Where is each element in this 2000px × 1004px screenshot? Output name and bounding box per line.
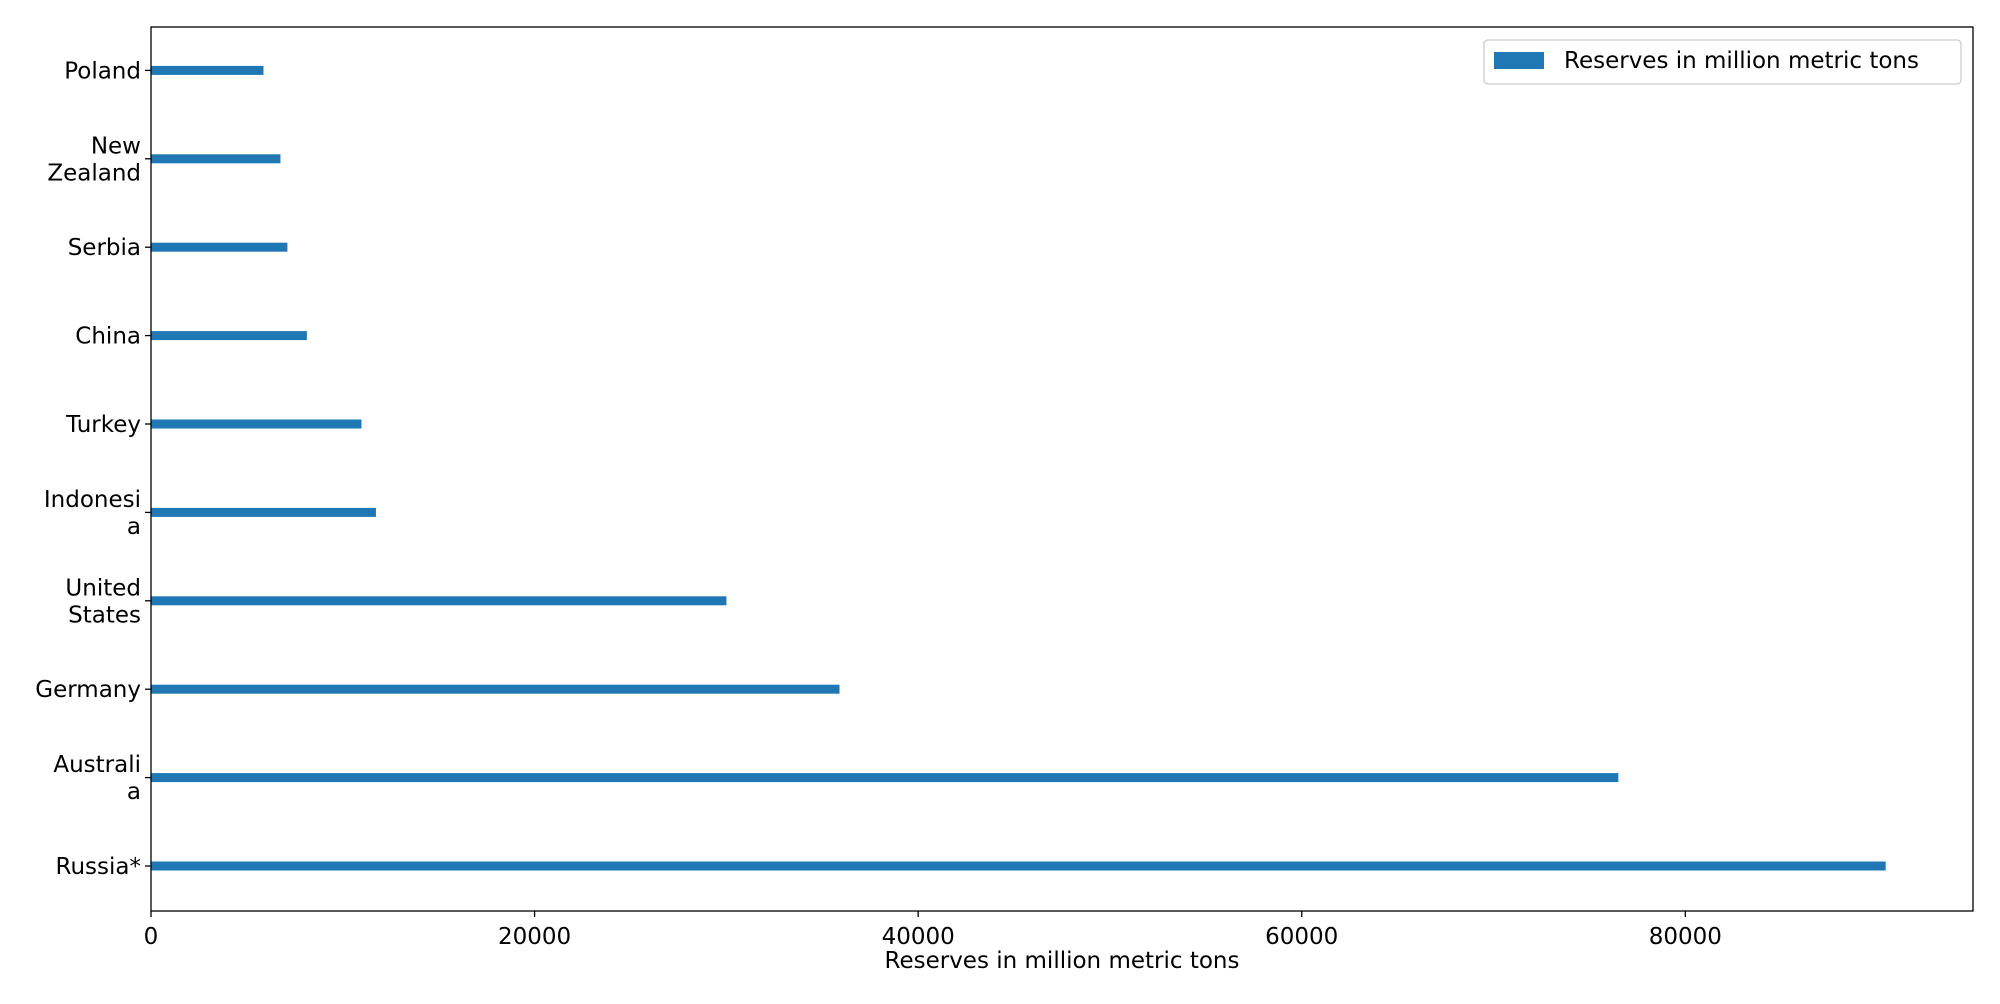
y-tick-label: China	[75, 324, 141, 350]
y-tick-label-line: Serbia	[68, 235, 141, 261]
y-tick-label-line: United	[65, 575, 141, 601]
y-tick-label: Turkey	[65, 412, 141, 438]
y-tick-label: New Zealand	[47, 133, 141, 186]
bar	[151, 65, 264, 75]
y-tick-label-line: China	[75, 324, 141, 350]
y-tick-label-line: Russia*	[56, 854, 141, 880]
legend-swatch	[1494, 52, 1544, 69]
x-tick-label: 40000	[882, 924, 955, 950]
bar	[151, 419, 362, 429]
bar	[151, 861, 1886, 871]
y-tick-label: Poland	[64, 58, 141, 84]
y-tick-label-line: New	[91, 133, 141, 159]
y-tick-label: United States	[65, 575, 141, 628]
plot-area-frame	[150, 26, 1974, 912]
bar	[151, 684, 840, 694]
y-tick-label-line: Zealand	[47, 160, 141, 186]
bar	[151, 596, 727, 606]
x-tick-label: 80000	[1649, 924, 1722, 950]
y-tick-label-line: a	[127, 514, 141, 540]
y-tick-label: Germany	[35, 677, 141, 703]
legend-box	[1483, 39, 1962, 85]
y-tick-label-line: Turkey	[65, 412, 141, 438]
bar	[151, 242, 288, 252]
y-tick-label-line: Germany	[35, 677, 141, 703]
y-tick-label: Serbia	[68, 235, 141, 261]
bar	[151, 507, 376, 517]
y-tick-label-line: States	[68, 602, 141, 628]
bar	[151, 773, 1619, 783]
x-tick-label: 20000	[498, 924, 571, 950]
x-tick-label: 0	[144, 924, 159, 950]
legend-label: Reserves in million metric tons	[1564, 48, 1919, 74]
y-tick-label: Russia*	[56, 854, 141, 880]
x-axis-ticks: 0 20000 40000 60000 80000	[144, 911, 1722, 950]
y-tick-label: Indonesi a	[44, 487, 141, 540]
x-tick-label: 60000	[1265, 924, 1338, 950]
y-tick-label-line: Poland	[64, 58, 141, 84]
bar	[151, 154, 281, 164]
y-tick-label-line: a	[127, 779, 141, 805]
y-tick-label: Australi a	[53, 752, 141, 805]
legend: Reserves in million metric tons	[1483, 39, 1962, 85]
bars-layer	[151, 65, 1886, 871]
y-tick-label-line: Indonesi	[44, 487, 141, 513]
bar	[151, 331, 307, 341]
y-tick-label-line: Australi	[53, 752, 141, 778]
x-axis-title: Reserves in million metric tons	[885, 948, 1240, 974]
